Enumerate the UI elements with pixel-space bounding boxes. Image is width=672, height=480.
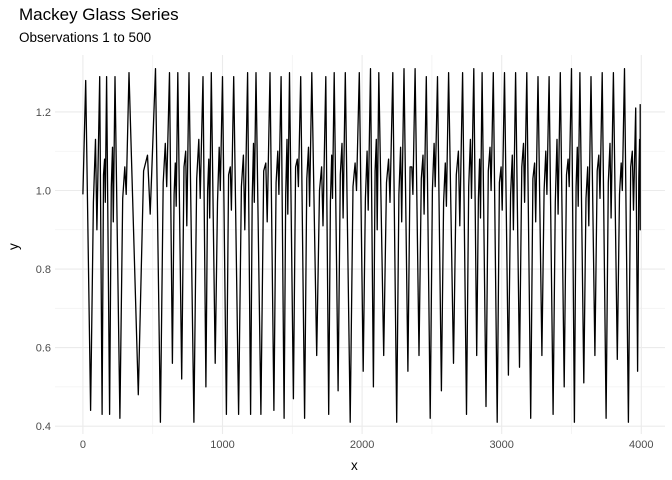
y-tick-label: 0.8 [36, 264, 51, 276]
x-tick-label: 4000 [629, 439, 653, 451]
x-axis-label: x [351, 458, 358, 473]
y-axis-ticks: 0.4 0.6 0.8 1.0 1.2 [36, 107, 51, 433]
x-tick-label: 0 [80, 439, 86, 451]
y-tick-label: 1.0 [36, 185, 51, 197]
chart-title: Mackey Glass Series [19, 5, 179, 24]
y-tick-label: 0.6 [36, 343, 51, 355]
chart-subtitle: Observations 1 to 500 [19, 30, 152, 45]
x-axis-ticks: 0 1000 2000 3000 4000 [80, 439, 654, 451]
series-layer [82, 68, 641, 423]
x-tick-label: 2000 [350, 439, 374, 451]
x-tick-label: 3000 [489, 439, 513, 451]
y-tick-label: 0.4 [36, 421, 51, 433]
series-line [82, 68, 641, 423]
y-tick-label: 1.2 [36, 107, 51, 119]
x-tick-label: 1000 [210, 439, 234, 451]
